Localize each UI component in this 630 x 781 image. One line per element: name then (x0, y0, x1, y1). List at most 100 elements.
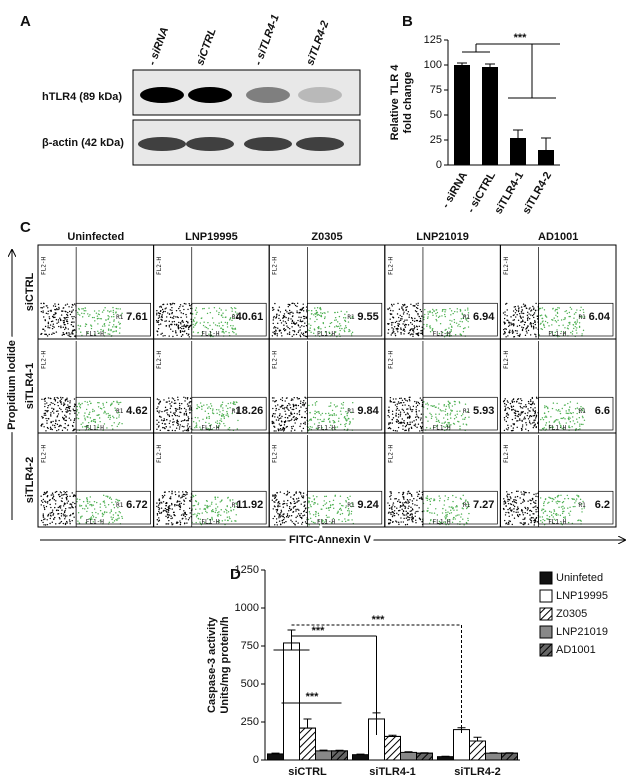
dot (418, 335, 419, 336)
dot (158, 403, 159, 404)
dot (573, 324, 574, 325)
dot (290, 496, 291, 497)
dot (53, 305, 54, 306)
y-tick-label: 50 (430, 109, 442, 121)
dot (554, 310, 555, 311)
dot (308, 323, 309, 324)
dot (556, 419, 557, 420)
dot (344, 424, 345, 425)
dot (393, 402, 394, 403)
dot (157, 410, 158, 411)
dot (113, 310, 114, 311)
dot (111, 509, 112, 510)
dot (97, 513, 98, 514)
dot (536, 415, 537, 416)
dot (533, 307, 534, 308)
dot (60, 402, 61, 403)
dot (211, 503, 212, 504)
dot (69, 521, 70, 522)
dot (46, 506, 47, 507)
dot (287, 417, 288, 418)
dot (401, 509, 402, 510)
dot (301, 517, 302, 518)
dot (189, 412, 190, 413)
dot (81, 403, 82, 404)
dot (429, 413, 430, 414)
lane-label: siTLR4-2 (304, 19, 331, 67)
dot (409, 332, 410, 333)
dot (281, 416, 282, 417)
dot (162, 333, 163, 334)
dot (169, 423, 170, 424)
dot (43, 515, 44, 516)
dot (510, 316, 511, 317)
dot (566, 412, 567, 413)
dot (68, 328, 69, 329)
dot (301, 503, 302, 504)
dot (185, 516, 186, 517)
dot (185, 411, 186, 412)
dot (58, 413, 59, 414)
dot (305, 317, 306, 318)
dot (415, 423, 416, 424)
dot (75, 404, 76, 405)
dot (272, 310, 273, 311)
dot (65, 508, 66, 509)
dot (555, 501, 556, 502)
dot (442, 512, 443, 513)
dot (63, 491, 64, 492)
dot (409, 499, 410, 500)
dot (166, 511, 167, 512)
dot (393, 430, 394, 431)
dot (338, 418, 339, 419)
dot (291, 428, 292, 429)
dot (528, 330, 529, 331)
dot (401, 422, 402, 423)
dot (219, 423, 220, 424)
dot (274, 401, 275, 402)
dot (82, 422, 83, 423)
dot (533, 501, 534, 502)
dot (91, 325, 92, 326)
bar (284, 643, 300, 760)
dot (195, 495, 196, 496)
dot (523, 514, 524, 515)
dot (104, 502, 105, 503)
dot (71, 332, 72, 333)
dot (218, 514, 219, 515)
dot (51, 402, 52, 403)
bar (454, 65, 470, 165)
dot (424, 309, 425, 310)
dot (452, 495, 453, 496)
dot (181, 503, 182, 504)
dot (70, 336, 71, 337)
dot (388, 523, 389, 524)
dot (294, 524, 295, 525)
dot (424, 314, 425, 315)
dot (167, 304, 168, 305)
dot (66, 522, 67, 523)
dot (506, 428, 507, 429)
dot (308, 502, 309, 503)
dot (429, 311, 430, 312)
dot (217, 325, 218, 326)
dot (163, 399, 164, 400)
annotation: *** (312, 625, 326, 637)
dot (43, 494, 44, 495)
dot (532, 422, 533, 423)
dot (221, 416, 222, 417)
dot (506, 421, 507, 422)
dot (187, 416, 188, 417)
dot (59, 496, 60, 497)
dot (341, 414, 342, 415)
dot (57, 513, 58, 514)
error-bar (513, 130, 523, 138)
dot (293, 507, 294, 508)
axis-small: FL1-H (317, 331, 335, 338)
dot (521, 306, 522, 307)
dot (291, 509, 292, 510)
dot (522, 407, 523, 408)
dot (63, 427, 64, 428)
dot (391, 322, 392, 323)
dot (175, 410, 176, 411)
